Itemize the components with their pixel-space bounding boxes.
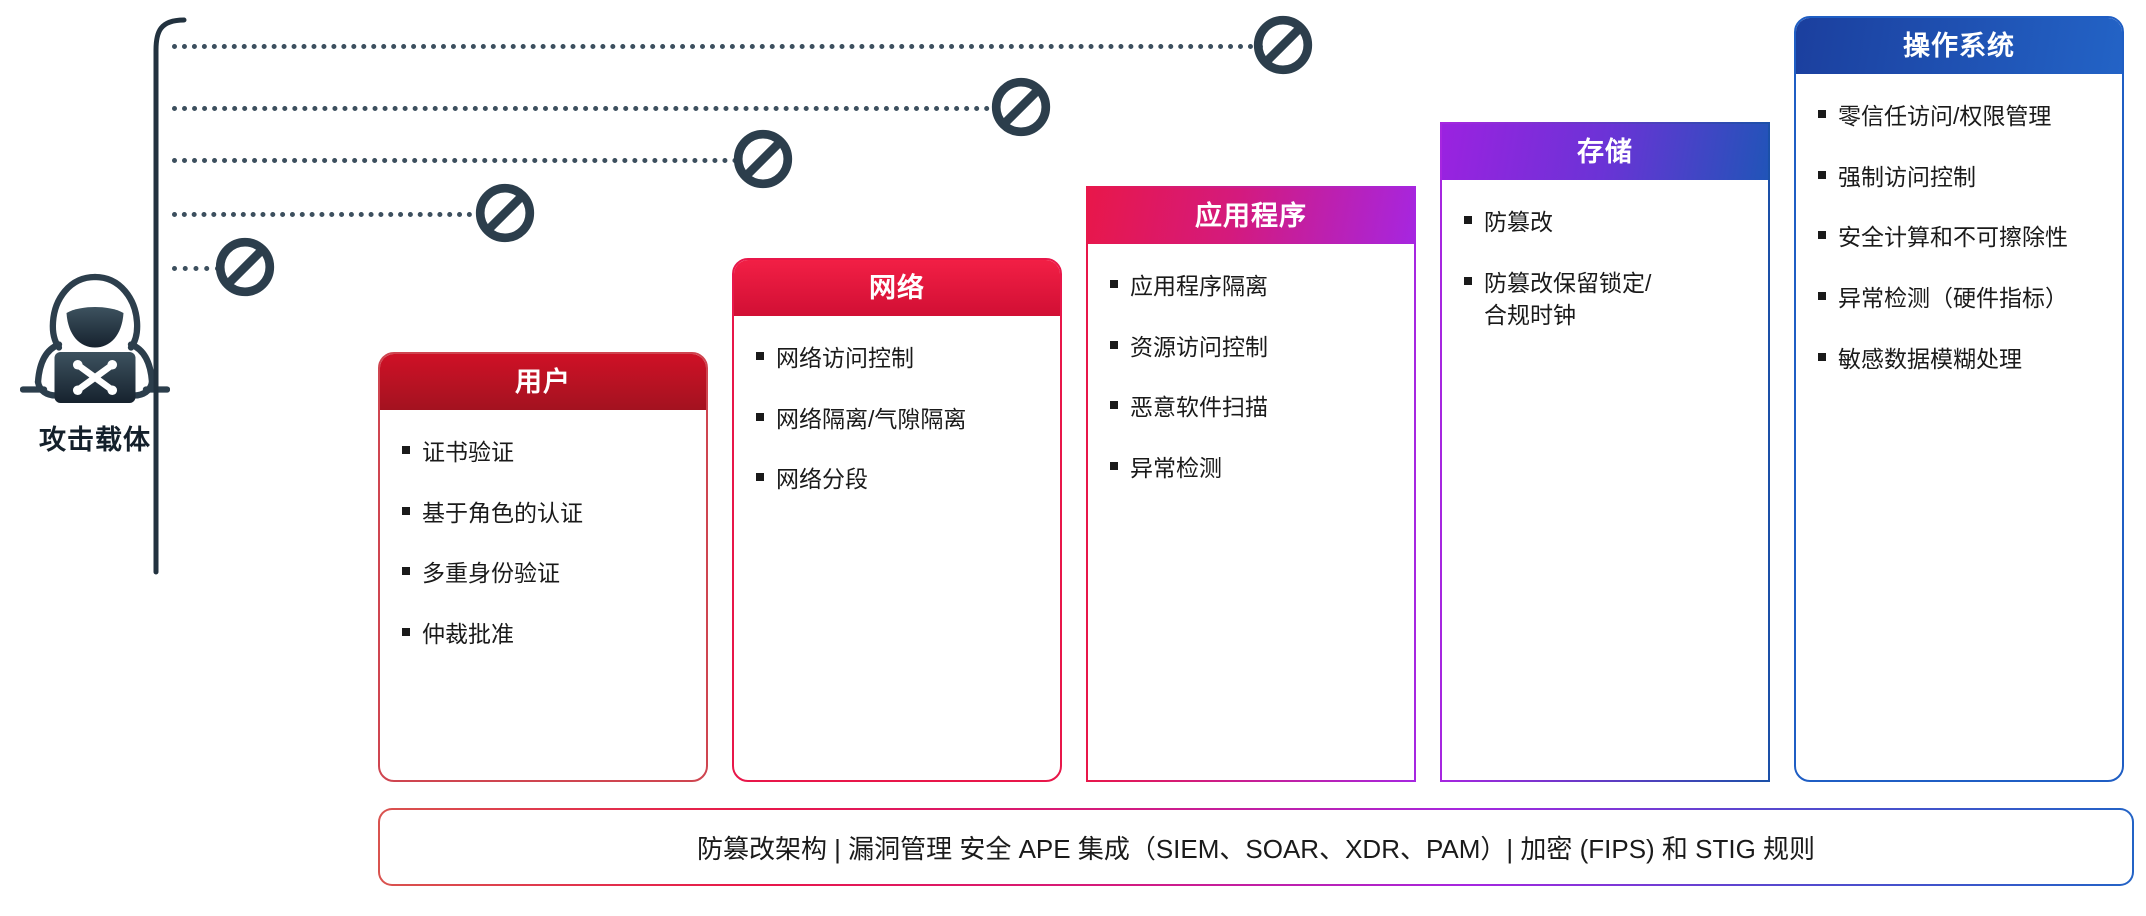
foundation-bar: 防篡改架构 | 漏洞管理 安全 APE 集成（SIEM、SOAR、XDR、PAM… bbox=[378, 808, 2134, 886]
no-entry-icon bbox=[215, 237, 275, 297]
layer-title-network: 网络 bbox=[734, 260, 1060, 316]
list-item: 网络分段 bbox=[750, 463, 1044, 496]
attack-surface-bracket bbox=[153, 17, 187, 575]
list-item: 异常检测（硬件指标） bbox=[1812, 282, 2106, 315]
list-item: 零信任访问/权限管理 bbox=[1812, 100, 2106, 133]
attack-vector-group: 攻击载体 bbox=[10, 262, 180, 457]
list-item: 敏感数据模糊处理 bbox=[1812, 343, 2106, 376]
list-item: 多重身份验证 bbox=[396, 557, 690, 590]
attack-line-app bbox=[172, 158, 738, 163]
layer-items-os: 零信任访问/权限管理 强制访问控制 安全计算和不可擦除性 异常检测（硬件指标） … bbox=[1796, 74, 2122, 413]
layer-card-application[interactable]: 应用程序 应用程序隔离 资源访问控制 恶意软件扫描 异常检测 bbox=[1086, 186, 1416, 782]
list-item: 资源访问控制 bbox=[1104, 331, 1398, 364]
list-item: 证书验证 bbox=[396, 436, 690, 469]
layer-card-storage[interactable]: 存储 防篡改 防篡改保留锁定/ 合规时钟 bbox=[1440, 122, 1770, 782]
no-entry-icon bbox=[733, 129, 793, 189]
layer-card-os[interactable]: 操作系统 零信任访问/权限管理 强制访问控制 安全计算和不可擦除性 异常检测（硬… bbox=[1794, 16, 2124, 782]
attack-line-network bbox=[172, 212, 482, 217]
layer-items-application: 应用程序隔离 资源访问控制 恶意软件扫描 异常检测 bbox=[1088, 244, 1414, 523]
layer-items-user: 证书验证 基于角色的认证 多重身份验证 仲裁批准 bbox=[380, 410, 706, 689]
attack-line-storage bbox=[172, 106, 990, 111]
layer-items-storage: 防篡改 防篡改保留锁定/ 合规时钟 bbox=[1442, 180, 1768, 370]
no-entry-icon bbox=[475, 183, 535, 243]
list-item: 防篡改 bbox=[1458, 206, 1752, 239]
attack-line-user bbox=[172, 266, 220, 271]
list-item: 安全计算和不可擦除性 bbox=[1812, 221, 2106, 254]
no-entry-icon bbox=[1253, 15, 1313, 75]
layer-items-network: 网络访问控制 网络隔离/气隙隔离 网络分段 bbox=[734, 316, 1060, 534]
list-item: 异常检测 bbox=[1104, 452, 1398, 485]
list-item: 仲裁批准 bbox=[396, 618, 690, 651]
list-item: 防篡改保留锁定/ 合规时钟 bbox=[1458, 267, 1752, 332]
list-item: 网络隔离/气隙隔离 bbox=[750, 403, 1044, 436]
layer-card-user[interactable]: 用户 证书验证 基于角色的认证 多重身份验证 仲裁批准 bbox=[378, 352, 708, 782]
no-entry-icon bbox=[991, 77, 1051, 137]
list-item: 恶意软件扫描 bbox=[1104, 391, 1398, 424]
list-item: 网络访问控制 bbox=[750, 342, 1044, 375]
layer-title-storage: 存储 bbox=[1442, 124, 1768, 180]
attack-line-os bbox=[172, 44, 1264, 49]
list-item: 应用程序隔离 bbox=[1104, 270, 1398, 303]
hacker-icon bbox=[20, 273, 170, 403]
layer-title-application: 应用程序 bbox=[1088, 188, 1414, 244]
layer-card-network[interactable]: 网络 网络访问控制 网络隔离/气隙隔离 网络分段 bbox=[732, 258, 1062, 782]
list-item: 基于角色的认证 bbox=[396, 497, 690, 530]
foundation-bar-text: 防篡改架构 | 漏洞管理 安全 APE 集成（SIEM、SOAR、XDR、PAM… bbox=[696, 833, 1816, 864]
layer-title-os: 操作系统 bbox=[1796, 18, 2122, 74]
attack-vector-label: 攻击载体 bbox=[39, 425, 151, 455]
foundation-bar-inner: 防篡改架构 | 漏洞管理 安全 APE 集成（SIEM、SOAR、XDR、PAM… bbox=[380, 810, 2132, 884]
list-item: 强制访问控制 bbox=[1812, 161, 2106, 194]
layer-title-user: 用户 bbox=[380, 354, 706, 410]
